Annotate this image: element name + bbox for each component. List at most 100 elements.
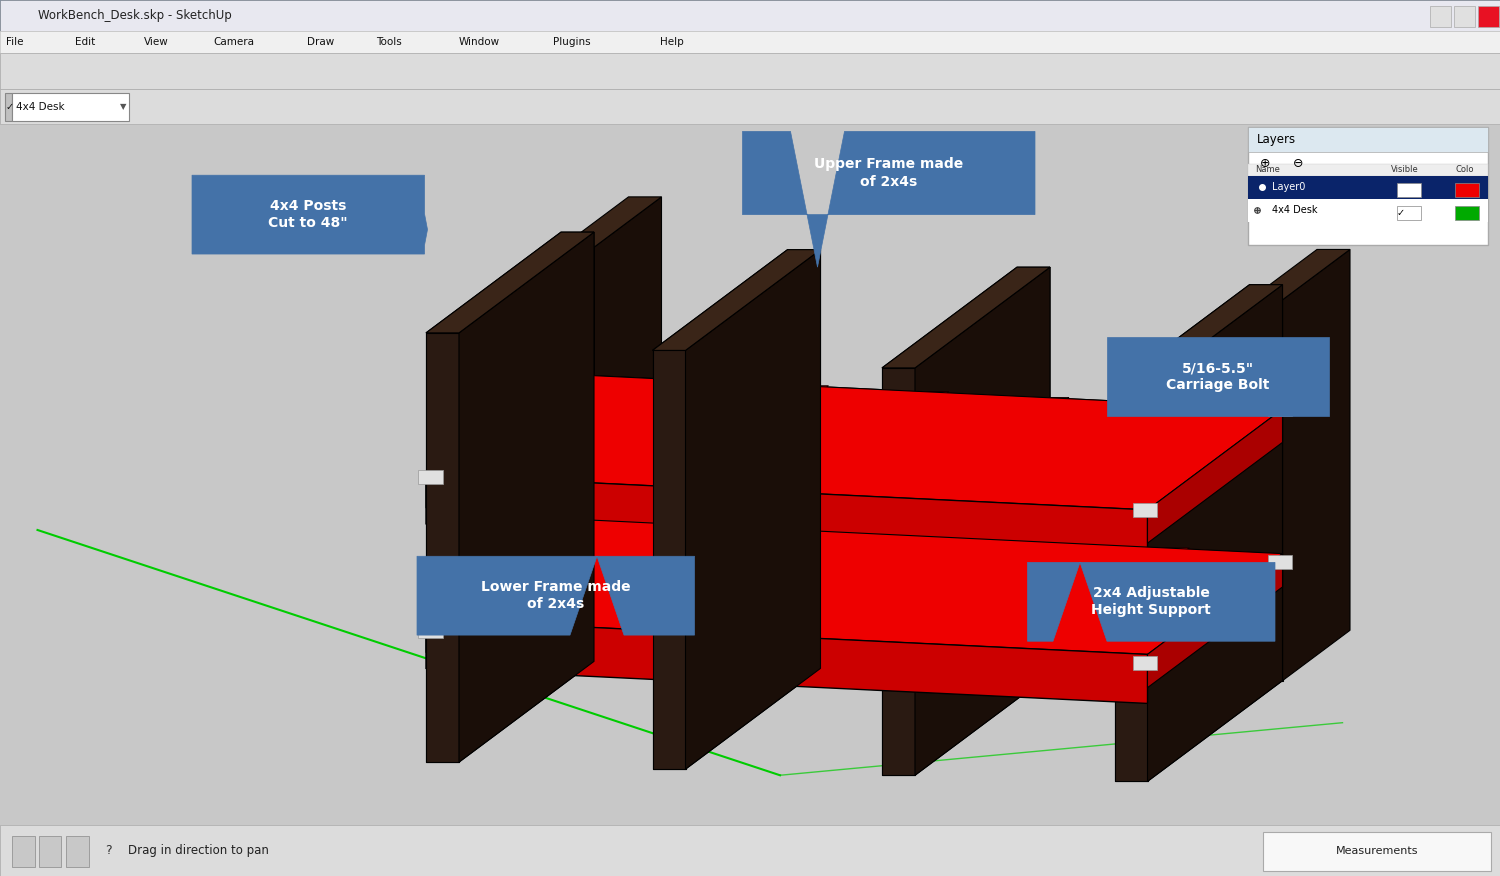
Polygon shape	[426, 232, 594, 333]
Text: File: File	[6, 37, 24, 46]
Polygon shape	[652, 350, 686, 769]
Polygon shape	[882, 267, 1050, 368]
Polygon shape	[1028, 548, 1190, 648]
Polygon shape	[1028, 504, 1054, 537]
Text: View: View	[144, 37, 168, 46]
Polygon shape	[652, 350, 686, 769]
Polygon shape	[546, 380, 708, 481]
Polygon shape	[1250, 300, 1282, 681]
FancyBboxPatch shape	[419, 624, 442, 638]
Polygon shape	[561, 197, 662, 247]
Polygon shape	[686, 250, 820, 769]
Polygon shape	[417, 556, 694, 635]
Text: ✓: ✓	[1396, 208, 1404, 218]
Text: Edit: Edit	[75, 37, 96, 46]
Polygon shape	[426, 619, 1148, 703]
Polygon shape	[1148, 285, 1282, 781]
Polygon shape	[915, 267, 1050, 775]
FancyBboxPatch shape	[1248, 127, 1488, 245]
Polygon shape	[546, 625, 573, 659]
Polygon shape	[1114, 385, 1148, 781]
Text: Help: Help	[660, 37, 684, 46]
Polygon shape	[908, 498, 934, 532]
Polygon shape	[882, 368, 915, 775]
FancyBboxPatch shape	[12, 93, 129, 121]
FancyBboxPatch shape	[1268, 402, 1292, 416]
FancyBboxPatch shape	[0, 0, 1500, 31]
Polygon shape	[908, 643, 934, 676]
Polygon shape	[882, 368, 915, 775]
FancyBboxPatch shape	[419, 470, 442, 484]
Text: Lower Frame made
of 2x4s: Lower Frame made of 2x4s	[482, 580, 630, 611]
Polygon shape	[546, 481, 573, 514]
Polygon shape	[1250, 250, 1350, 300]
Polygon shape	[192, 175, 428, 254]
Text: Window: Window	[459, 37, 500, 46]
Text: Layer0: Layer0	[1272, 182, 1305, 193]
Polygon shape	[426, 475, 1148, 559]
Text: Tools: Tools	[376, 37, 402, 46]
Polygon shape	[666, 385, 828, 486]
FancyBboxPatch shape	[1248, 127, 1488, 152]
Polygon shape	[1114, 285, 1282, 385]
Polygon shape	[908, 542, 1070, 643]
FancyBboxPatch shape	[0, 53, 1500, 89]
Text: WorkBench_Desk.skp - SketchUp: WorkBench_Desk.skp - SketchUp	[38, 9, 231, 22]
FancyBboxPatch shape	[1248, 176, 1488, 199]
FancyBboxPatch shape	[1248, 199, 1488, 222]
Text: 4x4 Posts
Cut to 48": 4x4 Posts Cut to 48"	[268, 199, 348, 230]
FancyBboxPatch shape	[1242, 124, 1500, 825]
Polygon shape	[546, 525, 708, 625]
Polygon shape	[459, 232, 594, 762]
FancyBboxPatch shape	[0, 0, 1500, 31]
Polygon shape	[1028, 648, 1054, 682]
FancyBboxPatch shape	[0, 31, 1500, 53]
Text: Plugins: Plugins	[552, 37, 591, 46]
FancyBboxPatch shape	[0, 89, 1500, 124]
FancyBboxPatch shape	[1268, 555, 1292, 569]
FancyBboxPatch shape	[1455, 183, 1479, 197]
Polygon shape	[426, 333, 459, 762]
Polygon shape	[666, 486, 693, 519]
Polygon shape	[1148, 409, 1282, 543]
Polygon shape	[426, 374, 1282, 510]
FancyBboxPatch shape	[554, 370, 578, 384]
FancyBboxPatch shape	[1396, 206, 1420, 220]
Polygon shape	[1148, 285, 1282, 781]
Text: 2x4 Adjustable
Height Support: 2x4 Adjustable Height Support	[1092, 586, 1210, 618]
Text: Upper Frame made
of 2x4s: Upper Frame made of 2x4s	[815, 158, 963, 188]
Text: Name: Name	[1256, 166, 1281, 174]
FancyBboxPatch shape	[1248, 164, 1488, 176]
Polygon shape	[742, 131, 1035, 267]
FancyBboxPatch shape	[1454, 6, 1474, 27]
Text: Visible: Visible	[1390, 166, 1419, 174]
Text: Drag in direction to pan: Drag in direction to pan	[128, 844, 268, 857]
Polygon shape	[652, 250, 820, 350]
Polygon shape	[915, 267, 1050, 775]
Text: 5/16-5.5"
Carriage Bolt: 5/16-5.5" Carriage Bolt	[1167, 361, 1269, 392]
Text: ?: ?	[105, 844, 111, 857]
FancyBboxPatch shape	[1455, 206, 1479, 220]
FancyBboxPatch shape	[0, 124, 1342, 825]
Text: ⊖: ⊖	[1293, 158, 1304, 170]
FancyBboxPatch shape	[1478, 6, 1498, 27]
Polygon shape	[786, 492, 813, 526]
Text: 4x4 Desk: 4x4 Desk	[16, 102, 64, 112]
Polygon shape	[786, 392, 948, 492]
FancyBboxPatch shape	[0, 825, 1500, 876]
Polygon shape	[561, 374, 1282, 442]
Polygon shape	[426, 519, 1282, 654]
Text: Draw: Draw	[308, 37, 334, 46]
Text: ▼: ▼	[120, 102, 126, 111]
FancyBboxPatch shape	[66, 836, 88, 867]
Polygon shape	[666, 631, 693, 664]
Polygon shape	[426, 374, 561, 508]
FancyBboxPatch shape	[554, 523, 578, 537]
Polygon shape	[426, 333, 459, 762]
Polygon shape	[459, 232, 594, 762]
Polygon shape	[594, 197, 662, 661]
Polygon shape	[426, 519, 561, 653]
FancyBboxPatch shape	[1132, 503, 1156, 517]
FancyBboxPatch shape	[4, 93, 12, 121]
Polygon shape	[1114, 385, 1148, 781]
